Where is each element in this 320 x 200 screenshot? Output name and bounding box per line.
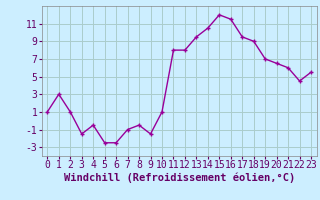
X-axis label: Windchill (Refroidissement éolien,°C): Windchill (Refroidissement éolien,°C) (64, 173, 295, 183)
